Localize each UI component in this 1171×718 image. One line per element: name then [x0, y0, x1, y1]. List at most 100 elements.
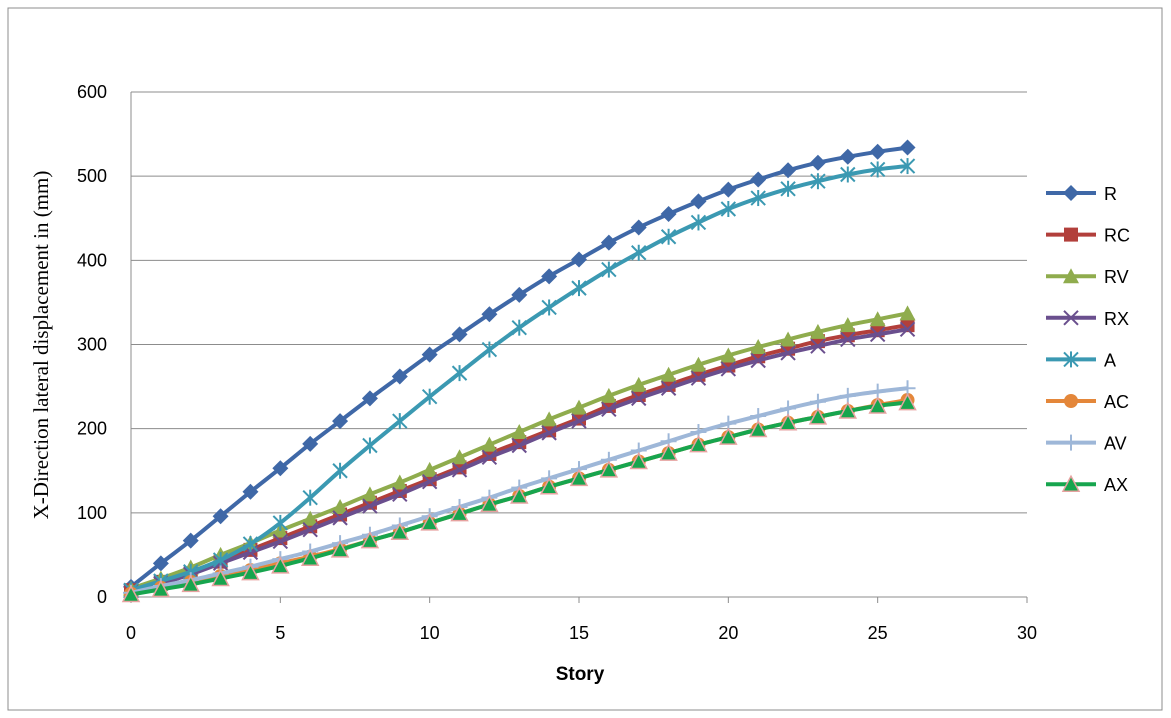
- data-point-r: [361, 390, 378, 407]
- data-point-a: [899, 158, 916, 175]
- x-tick-label: 10: [420, 623, 440, 643]
- data-point-rv: [302, 510, 319, 526]
- data-point-a: [780, 180, 796, 197]
- y-tick-label: 600: [77, 82, 107, 102]
- data-point-ax: [689, 435, 708, 453]
- data-point-a: [332, 462, 348, 479]
- data-point-a: [810, 173, 826, 190]
- data-point-ax: [748, 419, 768, 438]
- data-point-rx: [302, 521, 318, 538]
- legend-layer: R RC RV RX A AC AV AX: [1046, 184, 1130, 495]
- data-point-rv: [809, 323, 826, 339]
- marker-stroke: [1063, 310, 1079, 326]
- data-point-a: [481, 341, 498, 358]
- legend-marker: [1063, 434, 1079, 451]
- marker-stroke: [362, 498, 378, 514]
- legend-label: R: [1104, 184, 1117, 204]
- data-point-rv: [391, 474, 408, 490]
- data-point-ax: [808, 407, 828, 425]
- series-ax: [121, 392, 917, 603]
- marker-stroke: [272, 533, 289, 550]
- data-point-ax: [480, 494, 499, 513]
- data-point-rx: [481, 449, 498, 465]
- data-point-r: [839, 148, 856, 165]
- data-point-rx: [750, 352, 766, 369]
- data-point-rv: [690, 356, 707, 372]
- data-point-r: [391, 368, 408, 385]
- data-point-rx: [272, 533, 289, 550]
- data-point-ax: [330, 540, 350, 558]
- data-point-ax: [151, 579, 171, 598]
- marker-stroke: [302, 521, 318, 538]
- data-point-a: [720, 200, 737, 217]
- y-tick-label: 400: [77, 250, 107, 270]
- data-point-ax: [778, 413, 798, 431]
- data-point-a: [631, 244, 647, 261]
- data-point-r: [750, 171, 767, 188]
- legend-marker: [1063, 351, 1079, 368]
- data-point-rx: [869, 326, 886, 343]
- data-point-a: [272, 514, 289, 531]
- data-point-r: [152, 555, 169, 572]
- marker-stroke: [810, 338, 826, 354]
- marker-stroke: [571, 413, 587, 429]
- data-point-r: [690, 193, 707, 210]
- data-point-ax: [569, 468, 589, 487]
- y-tick-label: 500: [77, 166, 107, 186]
- data-point-ax: [390, 522, 410, 540]
- data-point-r: [630, 219, 647, 236]
- data-point-rv: [780, 331, 797, 347]
- data-point-r: [899, 139, 916, 156]
- data-point-a: [242, 535, 259, 552]
- x-tick-label: 25: [868, 623, 888, 643]
- data-point-r: [600, 234, 617, 251]
- data-point-ax: [420, 513, 439, 531]
- marker-stroke: [451, 462, 468, 478]
- x-tick-label: 15: [569, 623, 589, 643]
- y-tick-label: 0: [97, 587, 107, 607]
- data-point-ax: [510, 486, 529, 504]
- data-point-rv: [451, 449, 468, 465]
- data-point-r: [541, 268, 558, 285]
- data-point-a: [869, 161, 886, 178]
- legend-label: RC: [1104, 226, 1130, 246]
- data-point-ax: [659, 443, 678, 461]
- marker-stroke: [511, 437, 527, 454]
- data-point-r: [451, 326, 468, 343]
- data-point-rx: [601, 401, 617, 418]
- data-point-rv: [720, 347, 737, 363]
- legend-label: AV: [1104, 434, 1127, 454]
- axes-layer: 0 100 200 300 400 500 600 0 5 10 15 20 25 30: [77, 82, 1037, 643]
- y-tick-label: 100: [77, 503, 107, 523]
- legend-item-ac: AC: [1046, 392, 1129, 412]
- data-point-ax: [599, 460, 619, 478]
- data-point-r: [660, 206, 677, 223]
- data-point-rx: [631, 390, 647, 407]
- data-point-rv: [750, 339, 767, 355]
- data-point-a: [750, 190, 766, 207]
- data-point-r: [212, 508, 229, 525]
- data-point-ax: [360, 531, 380, 549]
- data-point-r: [182, 532, 199, 549]
- marker-stroke: [332, 510, 348, 526]
- data-point-a: [541, 299, 557, 316]
- series-a: [123, 158, 916, 599]
- marker-stroke: [541, 425, 557, 441]
- marker-stroke: [750, 352, 766, 369]
- marker-stroke: [631, 390, 647, 407]
- data-point-a: [840, 166, 856, 183]
- data-point-r: [780, 162, 797, 179]
- legend-marker: [1064, 227, 1078, 242]
- data-point-av: [839, 387, 856, 404]
- data-point-ax: [898, 392, 917, 411]
- data-point-a: [601, 261, 617, 278]
- legend-item-av: AV: [1046, 434, 1127, 454]
- chart-frame: [7, 7, 1163, 711]
- marker-stroke: [601, 401, 617, 418]
- data-point-ax: [181, 574, 200, 593]
- data-point-rv: [571, 399, 587, 415]
- data-point-a: [392, 413, 408, 430]
- data-point-r: [571, 251, 587, 268]
- legend-marker: [1063, 185, 1079, 201]
- marker-stroke: [840, 331, 856, 348]
